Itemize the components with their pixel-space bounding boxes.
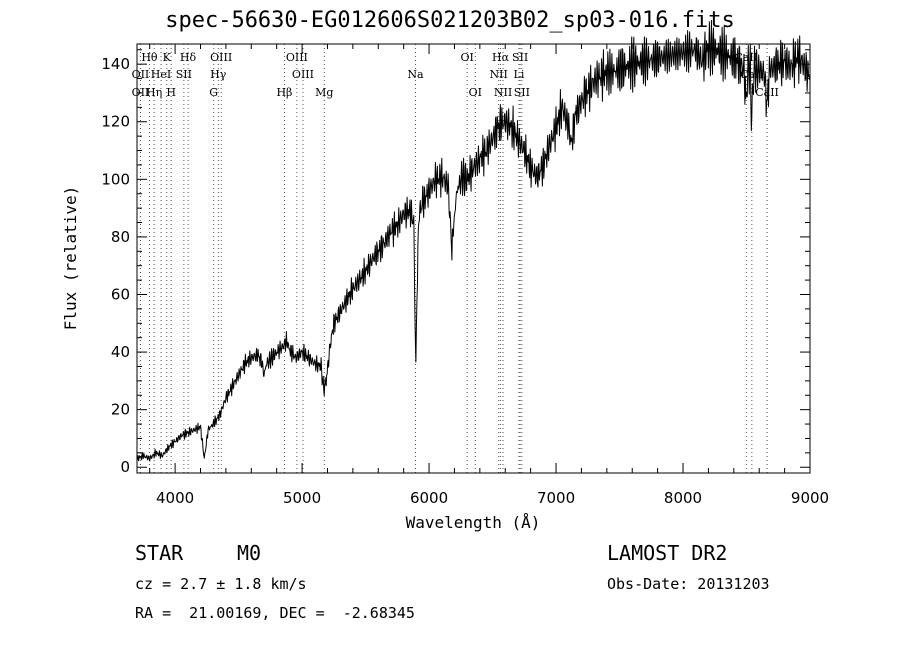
line-markers <box>139 44 768 473</box>
marker-label-23: Mg <box>315 86 333 99</box>
chart-title: spec-56630-EG012606S021203B02_sp03-016.f… <box>165 8 735 33</box>
object-class: STAR <box>135 541 184 565</box>
marker-label-11: SII <box>176 68 192 81</box>
marker-label-1: K <box>163 51 172 64</box>
marker-label-25: NII <box>494 86 512 99</box>
coordinates-readout: RA = 21.00169, DEC = -2.68345 <box>135 604 415 622</box>
marker-label-8: CaII <box>734 51 758 64</box>
marker-label-24: OI <box>469 86 482 99</box>
spectrum-series <box>136 19 811 462</box>
marker-label-26: SII <box>514 86 530 99</box>
x-tick-label-3: 7000 <box>537 489 575 507</box>
y-tick-label-1: 20 <box>111 401 130 419</box>
y-tick-label-4: 80 <box>111 228 130 246</box>
marker-label-10: HeI <box>151 68 171 81</box>
marker-label-14: Na <box>407 68 424 81</box>
x-axis-label: Wavelength (Å) <box>406 513 541 532</box>
redshift-readout: cz = 2.7 ± 1.8 km/s <box>135 575 307 593</box>
marker-label-21: G <box>209 86 218 99</box>
x-tick-label-2: 6000 <box>410 489 448 507</box>
subclass: M0 <box>237 541 262 565</box>
marker-label-3: OIII <box>210 51 232 64</box>
spectrum-line <box>136 19 811 462</box>
marker-label-5: OI <box>460 51 473 64</box>
y-tick-label-0: 0 <box>120 458 130 476</box>
marker-label-9: OII <box>132 68 150 81</box>
x-tick-label-5: 9000 <box>791 489 829 507</box>
marker-label-0: Hθ <box>141 51 158 64</box>
marker-label-19: Hη <box>146 86 162 99</box>
marker-label-22: Hβ <box>276 86 292 99</box>
x-tick-label-0: 4000 <box>156 489 194 507</box>
axis-tick-labels: 4000 5000 6000 7000 8000 9000 0 20 40 60 80 100 120 1… <box>101 55 829 507</box>
x-tick-label-4: 8000 <box>664 489 702 507</box>
axis-ticks <box>137 44 811 473</box>
marker-label-12: Hγ <box>210 68 227 81</box>
y-tick-label-5: 100 <box>101 170 130 188</box>
survey-name: LAMOST DR2 <box>607 541 728 565</box>
y-tick-label-6: 120 <box>101 113 130 131</box>
y-axis-label: Flux (relative) <box>61 186 80 331</box>
marker-label-13: OIII <box>292 68 314 81</box>
marker-label-16: Li <box>514 68 525 81</box>
y-tick-label-2: 40 <box>111 343 130 361</box>
marker-label-18: OII <box>132 86 150 99</box>
observation-date: Obs-Date: 20131203 <box>607 575 770 593</box>
marker-label-15: NII <box>489 68 507 81</box>
marker-label-17: CaII <box>740 68 764 81</box>
x-tick-label-1: 5000 <box>283 489 321 507</box>
marker-label-2: Hδ <box>180 51 197 64</box>
marker-label-6: Hα <box>492 51 510 64</box>
y-tick-label-7: 140 <box>101 55 130 73</box>
marker-label-20: H <box>166 86 176 99</box>
marker-label-4: OIII <box>286 51 308 64</box>
y-tick-label-3: 60 <box>111 285 130 303</box>
marker-label-27: CaII <box>755 86 779 99</box>
marker-label-7: SII <box>512 51 528 64</box>
plot-frame <box>136 43 811 474</box>
